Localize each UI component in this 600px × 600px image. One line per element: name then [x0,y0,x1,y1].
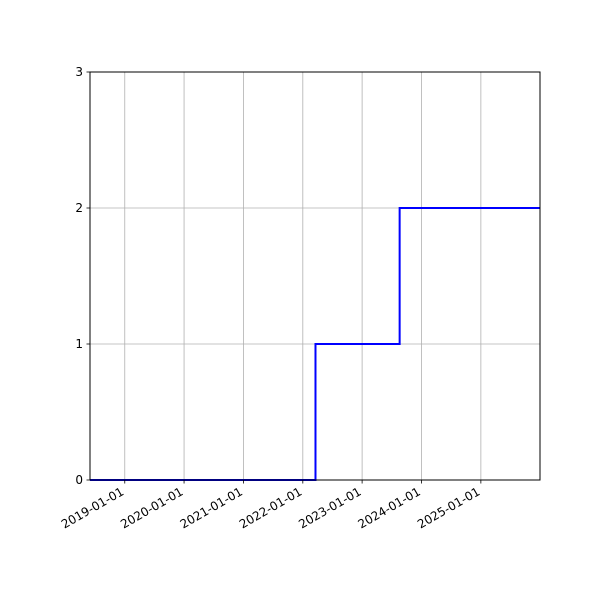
y-tick-label: 2 [75,201,83,215]
plot-frame [89,71,541,481]
y-tick-label: 0 [75,473,83,487]
y-tick-label: 3 [75,65,83,79]
grid [90,72,540,480]
y-tick-label: 1 [75,337,83,351]
